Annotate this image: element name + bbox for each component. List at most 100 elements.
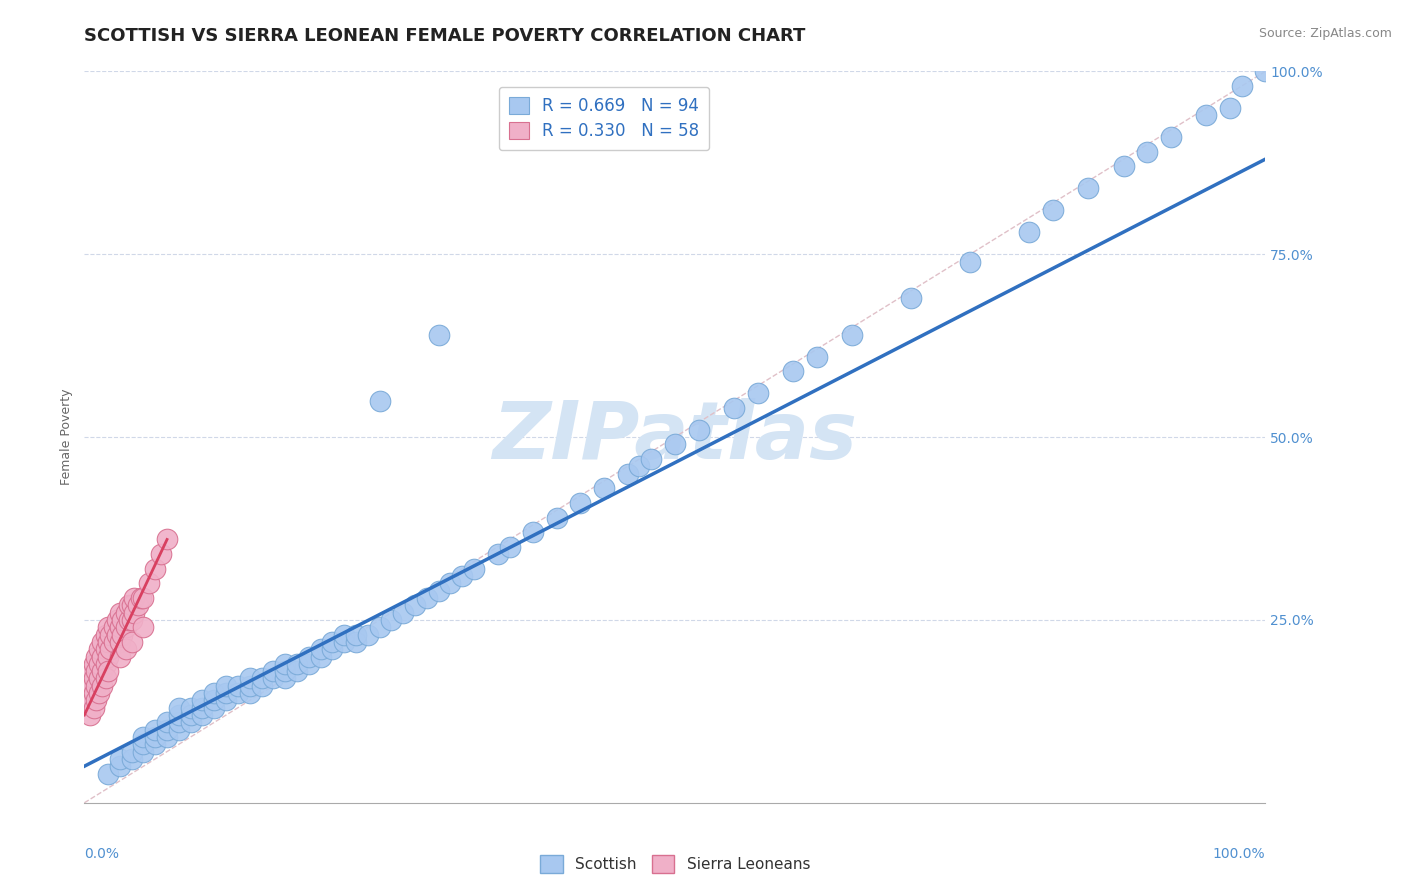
Point (1018, 225, 1040, 239)
Point (498, 540, 520, 554)
Point (285, 664, 308, 678)
Point (1219, 101, 1241, 115)
Point (486, 547, 509, 561)
Point (94, 672, 117, 686)
Point (127, 599, 149, 613)
Point (664, 437, 686, 451)
Point (451, 569, 474, 583)
Point (156, 730, 179, 744)
Point (156, 715, 179, 730)
Point (463, 562, 485, 576)
Point (121, 599, 143, 613)
Point (79, 708, 101, 723)
Point (404, 599, 426, 613)
Point (239, 672, 262, 686)
Point (129, 591, 152, 605)
Point (103, 635, 125, 649)
Point (121, 635, 143, 649)
Point (1195, 108, 1218, 122)
Point (91, 649, 114, 664)
Point (262, 672, 284, 686)
Point (180, 715, 202, 730)
Point (321, 635, 343, 649)
Point (122, 591, 145, 605)
Point (121, 752, 143, 766)
Point (118, 599, 141, 613)
Point (688, 423, 710, 437)
Point (79, 664, 101, 678)
Point (250, 672, 273, 686)
Point (114, 606, 136, 620)
Point (156, 533, 179, 547)
Point (274, 657, 297, 671)
Point (94, 642, 117, 657)
Point (121, 745, 143, 759)
Point (87, 642, 110, 657)
Point (215, 679, 238, 693)
Point (111, 613, 134, 627)
Point (84, 649, 107, 664)
Point (167, 723, 190, 737)
Point (546, 510, 568, 524)
Point (180, 700, 202, 714)
Point (1254, 64, 1277, 78)
Point (1230, 78, 1253, 93)
Point (239, 686, 262, 700)
Point (298, 649, 321, 664)
Point (132, 620, 155, 634)
Point (900, 291, 922, 305)
Point (97, 620, 120, 634)
Point (250, 679, 273, 693)
Point (593, 481, 616, 495)
Point (321, 642, 343, 657)
Point (368, 393, 391, 408)
Point (84, 679, 107, 693)
Point (94, 627, 117, 641)
Point (107, 627, 129, 641)
Point (285, 657, 308, 671)
Point (344, 635, 367, 649)
Point (138, 576, 160, 591)
Point (1042, 203, 1064, 218)
Point (191, 708, 214, 723)
Point (83, 686, 105, 700)
Point (121, 613, 143, 627)
Point (87, 672, 110, 686)
Point (180, 708, 202, 723)
Point (108, 752, 131, 766)
Point (202, 700, 225, 714)
Point (79, 693, 101, 707)
Point (98, 627, 121, 641)
Point (309, 642, 332, 657)
Point (215, 693, 238, 707)
Point (118, 613, 141, 627)
Text: ZIPatlas: ZIPatlas (492, 398, 858, 476)
Point (111, 627, 134, 641)
Point (143, 730, 166, 744)
Point (298, 657, 321, 671)
Point (1136, 145, 1159, 159)
Point (239, 679, 262, 693)
Point (87, 657, 110, 671)
Point (357, 627, 380, 641)
Point (122, 606, 145, 620)
Point (782, 364, 804, 378)
Point (191, 693, 214, 707)
Point (841, 327, 863, 342)
Point (83, 672, 105, 686)
Point (427, 327, 450, 342)
Point (87, 686, 110, 700)
Point (226, 686, 249, 700)
Point (202, 693, 225, 707)
Point (108, 759, 131, 773)
Point (84, 693, 107, 707)
Point (1112, 160, 1135, 174)
Point (522, 525, 544, 540)
Point (114, 642, 136, 657)
Point (416, 591, 439, 605)
Point (97, 664, 120, 678)
Point (226, 679, 249, 693)
Text: Source: ZipAtlas.com: Source: ZipAtlas.com (1258, 27, 1392, 40)
Point (103, 620, 125, 634)
Point (83, 657, 105, 671)
